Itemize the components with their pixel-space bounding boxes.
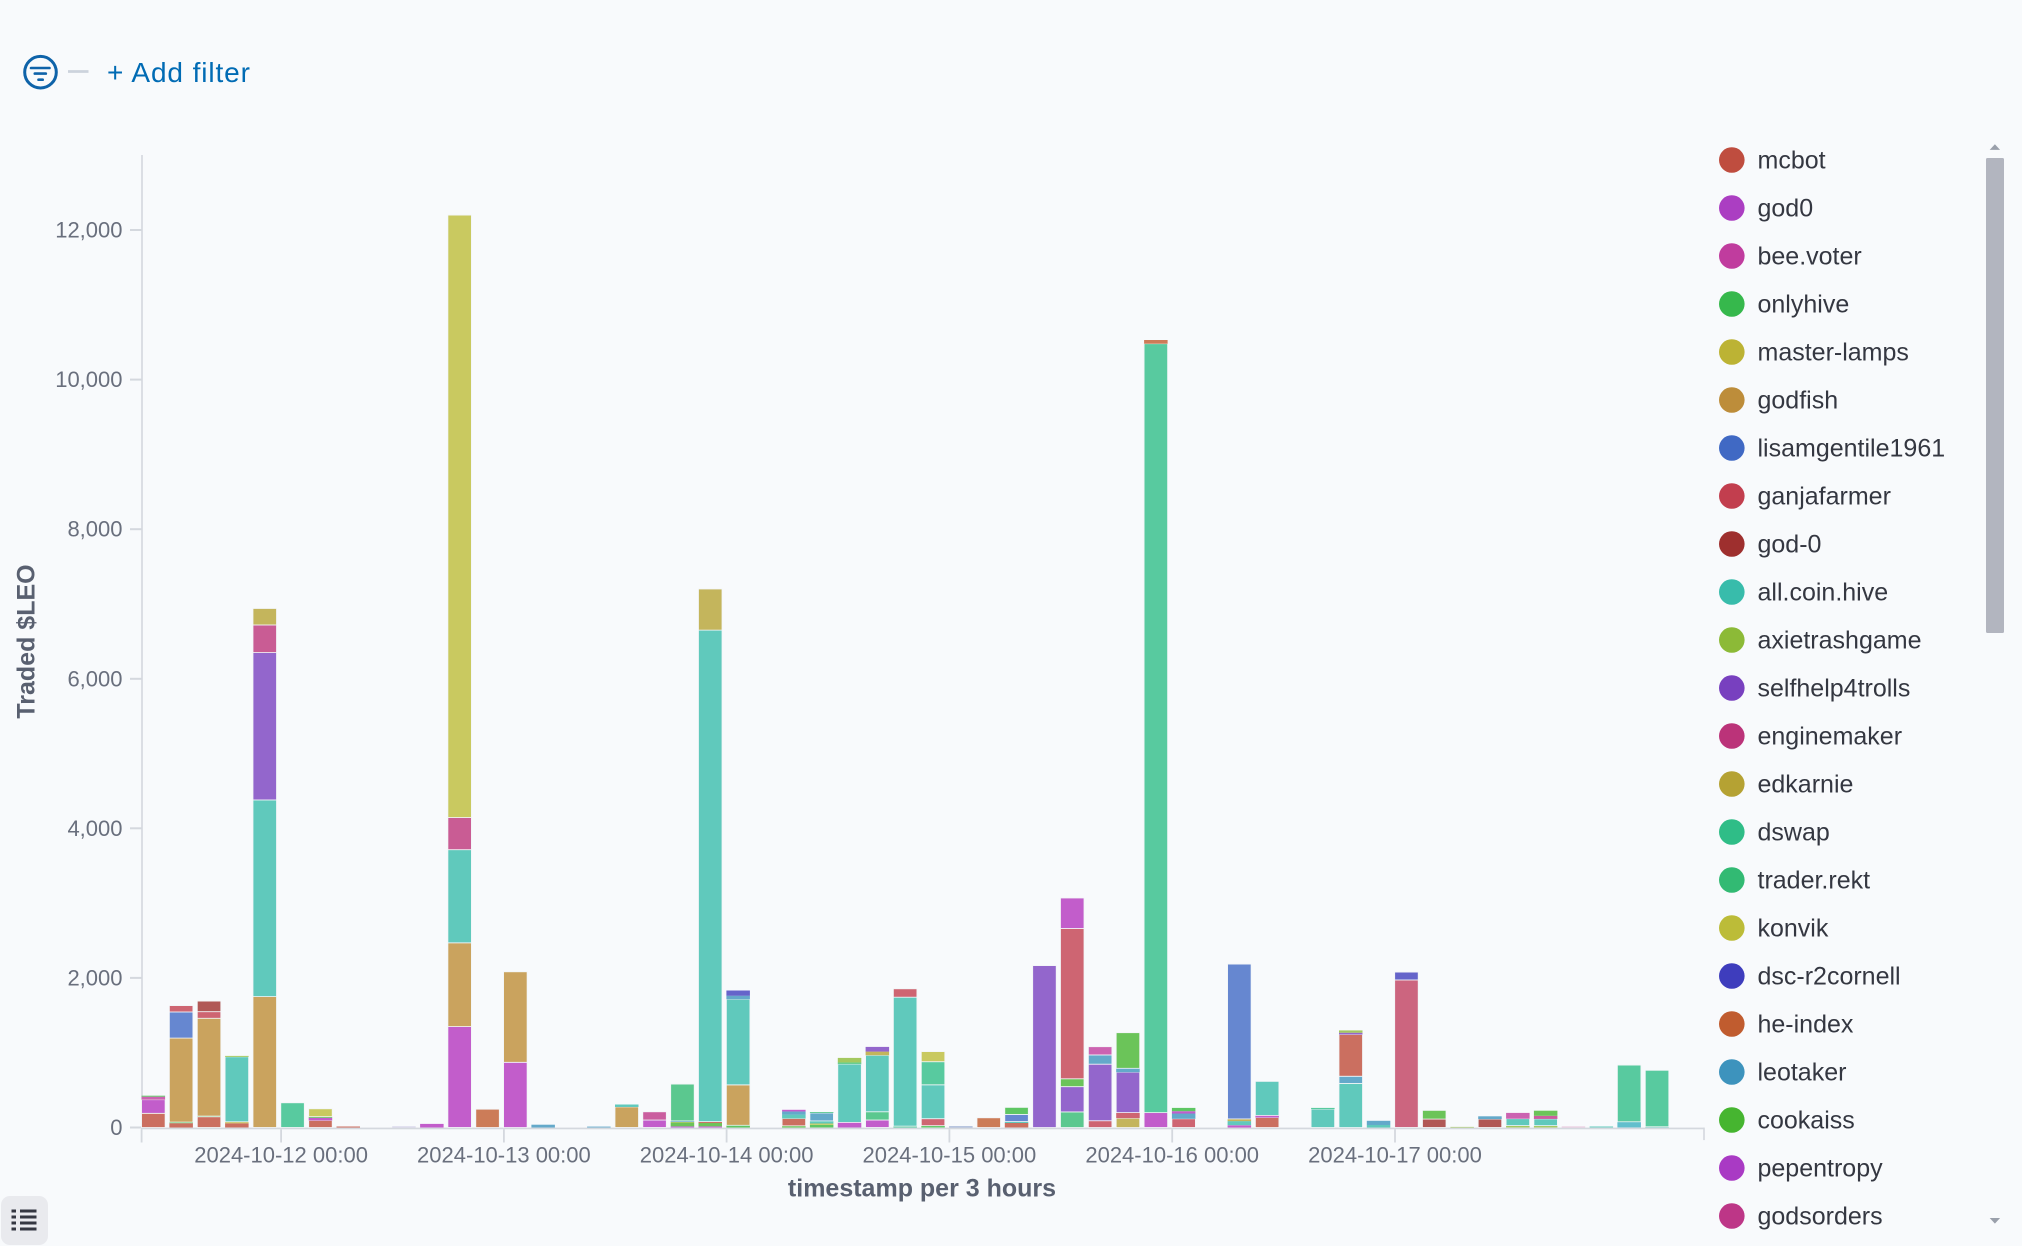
svg-text:dswap: dswap	[1758, 819, 1830, 847]
svg-text:axietrashgame: axietrashgame	[1758, 627, 1922, 655]
svg-text:godfish: godfish	[1758, 387, 1839, 415]
svg-text:god-0: god-0	[1758, 531, 1822, 559]
svg-text:onlyhive: onlyhive	[1758, 291, 1850, 319]
svg-text:konvik: konvik	[1758, 915, 1829, 943]
svg-text:pepentropy: pepentropy	[1758, 1155, 1884, 1183]
svg-text:godsorders: godsorders	[1758, 1203, 1883, 1231]
svg-text:10,000: 10,000	[55, 367, 122, 392]
svg-text:2,000: 2,000	[67, 965, 122, 990]
svg-text:ganjafarmer: ganjafarmer	[1758, 483, 1891, 511]
svg-text:8,000: 8,000	[67, 517, 122, 542]
svg-text:bee.voter: bee.voter	[1758, 243, 1862, 271]
svg-text:cookaiss: cookaiss	[1758, 1107, 1855, 1135]
svg-text:he-index: he-index	[1758, 1011, 1854, 1039]
svg-text:2024-10-15 00:00: 2024-10-15 00:00	[863, 1143, 1037, 1168]
svg-text:Traded $LEO: Traded $LEO	[13, 564, 41, 718]
svg-text:6,000: 6,000	[67, 666, 122, 691]
svg-text:mcbot: mcbot	[1758, 147, 1826, 175]
svg-text:2024-10-12 00:00: 2024-10-12 00:00	[194, 1143, 368, 1168]
svg-text:master-lamps: master-lamps	[1758, 339, 1909, 367]
svg-text:+ Add filter: + Add filter	[107, 57, 251, 88]
svg-text:2024-10-16 00:00: 2024-10-16 00:00	[1085, 1143, 1259, 1168]
svg-text:2024-10-17 00:00: 2024-10-17 00:00	[1308, 1143, 1482, 1168]
svg-text:timestamp per 3 hours: timestamp per 3 hours	[788, 1175, 1056, 1203]
svg-text:all.coin.hive: all.coin.hive	[1758, 579, 1889, 607]
svg-text:2024-10-13 00:00: 2024-10-13 00:00	[417, 1143, 591, 1168]
svg-text:enginemaker: enginemaker	[1758, 723, 1903, 751]
svg-text:god0: god0	[1758, 195, 1814, 223]
svg-text:trader.rekt: trader.rekt	[1758, 867, 1871, 895]
svg-text:dsc-r2cornell: dsc-r2cornell	[1758, 963, 1901, 991]
svg-text:4,000: 4,000	[67, 816, 122, 841]
svg-text:leotaker: leotaker	[1758, 1059, 1847, 1087]
svg-text:0: 0	[110, 1115, 122, 1140]
svg-text:12,000: 12,000	[55, 218, 122, 243]
svg-text:2024-10-14 00:00: 2024-10-14 00:00	[640, 1143, 814, 1168]
svg-text:lisamgentile1961: lisamgentile1961	[1758, 435, 1946, 463]
svg-text:edkarnie: edkarnie	[1758, 771, 1854, 799]
svg-text:selfhelp4trolls: selfhelp4trolls	[1758, 675, 1911, 703]
